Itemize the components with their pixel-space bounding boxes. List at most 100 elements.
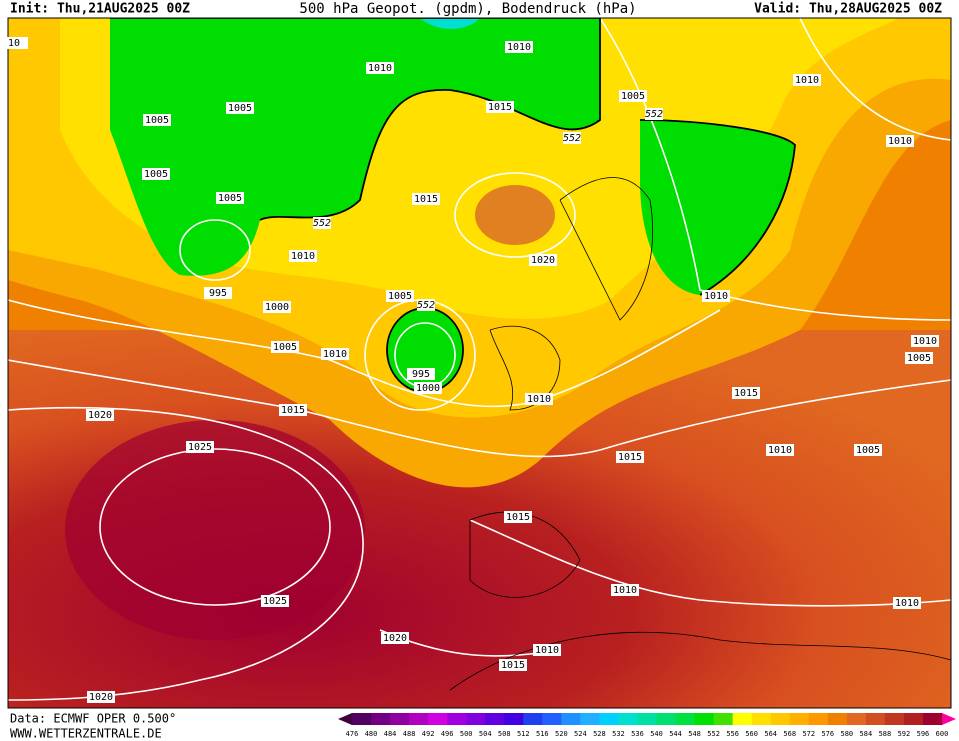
scale-label: 536 bbox=[631, 730, 644, 738]
scale-label: 524 bbox=[574, 730, 587, 738]
isobar-label-bg bbox=[386, 290, 414, 302]
init-time: Init: Thu,21AUG2025 00Z bbox=[10, 2, 190, 17]
isobar-label-bg bbox=[407, 368, 435, 380]
scale-box bbox=[770, 713, 791, 725]
scale-label: 552 bbox=[707, 730, 720, 738]
scale-label: 556 bbox=[726, 730, 739, 738]
geopotential-label: 552 bbox=[645, 109, 663, 120]
scale-label: 496 bbox=[441, 730, 454, 738]
isobar-label-bg bbox=[529, 254, 557, 266]
isobar-label-bg bbox=[911, 335, 939, 347]
isobar-label-bg bbox=[381, 632, 409, 644]
isobar-label-bg bbox=[702, 290, 730, 302]
scale-box bbox=[808, 713, 829, 725]
isobar-label: 1005 bbox=[228, 103, 252, 114]
color-scale: 476 480 484 488 492 496 500 504 508 512 516 520 524 5… bbox=[338, 713, 956, 738]
scale-box bbox=[447, 713, 467, 725]
geopotential-label-bg bbox=[563, 132, 581, 144]
isobar-label: 1010 bbox=[768, 445, 792, 456]
isobar-label-bg bbox=[86, 409, 114, 421]
scale-box bbox=[903, 713, 924, 725]
scale-label: 528 bbox=[593, 730, 606, 738]
geopotential-label-bg bbox=[417, 299, 435, 311]
isobar-label: 1020 bbox=[383, 633, 407, 644]
isobar-label-bg bbox=[611, 584, 639, 596]
isobar-label: 1020 bbox=[531, 255, 555, 266]
isobar-label: 10 bbox=[8, 38, 20, 49]
scale-label: 516 bbox=[536, 730, 549, 738]
isobar-label-bg bbox=[186, 441, 214, 453]
scale-label: 492 bbox=[422, 730, 435, 738]
isobar-label-bg bbox=[263, 301, 291, 313]
isobar-label: 1015 bbox=[488, 102, 512, 113]
scale-arrow-right bbox=[942, 713, 956, 725]
scale-label: 480 bbox=[365, 730, 378, 738]
isobar-label-bg bbox=[505, 41, 533, 53]
isobar-label: 1005 bbox=[621, 91, 645, 102]
scale-label: 540 bbox=[650, 730, 663, 738]
isobar-label: 1005 bbox=[388, 291, 412, 302]
isobar-label: 1025 bbox=[188, 442, 212, 453]
isobar-label: 1010 bbox=[527, 394, 551, 405]
isobar-label-bg bbox=[279, 404, 307, 416]
scale-label: 568 bbox=[783, 730, 796, 738]
isobar-label-bg bbox=[226, 102, 254, 114]
scale-label: 584 bbox=[860, 730, 873, 738]
isobar-label: 1000 bbox=[265, 302, 289, 313]
isobar-label: 1020 bbox=[89, 692, 113, 703]
isobar-label: 1005 bbox=[218, 193, 242, 204]
isobar-label: 1015 bbox=[618, 452, 642, 463]
scale-label: 576 bbox=[821, 730, 834, 738]
scale-box bbox=[656, 713, 677, 725]
isobar-label-bg bbox=[766, 444, 794, 456]
scale-box bbox=[732, 713, 753, 725]
isobar-label-bg bbox=[486, 101, 514, 113]
isobar-label: 1015 bbox=[506, 512, 530, 523]
isobar-label-bg bbox=[893, 597, 921, 609]
isobar-label: 1005 bbox=[907, 353, 931, 364]
data-source: Data: ECMWF OPER 0.500° bbox=[10, 712, 176, 726]
scale-box bbox=[580, 713, 600, 725]
isobar-label-bg bbox=[216, 192, 244, 204]
scale-box bbox=[390, 713, 410, 725]
isobar-label: 1015 bbox=[501, 660, 525, 671]
isobar-label: 1025 bbox=[263, 596, 287, 607]
scale-label: 564 bbox=[764, 730, 777, 738]
scale-box bbox=[922, 713, 943, 725]
isobar-label-bg bbox=[854, 444, 882, 456]
scale-box bbox=[428, 713, 448, 725]
isobar-label: 1000 bbox=[416, 383, 440, 394]
isobar-label: 1015 bbox=[414, 194, 438, 205]
isobar-label-bg bbox=[142, 168, 170, 180]
isobar-label: 1010 bbox=[913, 336, 937, 347]
isobar-label: 1010 bbox=[291, 251, 315, 262]
isobar-label: 1010 bbox=[507, 42, 531, 53]
scale-label: 580 bbox=[841, 730, 854, 738]
isobar-label-bg bbox=[793, 74, 821, 86]
isobar-label-bg bbox=[271, 341, 299, 353]
isobar-label-bg bbox=[321, 348, 349, 360]
scale-label: 508 bbox=[498, 730, 511, 738]
scale-label: 484 bbox=[384, 730, 397, 738]
isobars bbox=[8, 18, 951, 701]
scale-box bbox=[884, 713, 905, 725]
isobar-label: 1005 bbox=[145, 115, 169, 126]
scale-box bbox=[846, 713, 867, 725]
scale-box bbox=[713, 713, 734, 725]
isobar-label-bg bbox=[619, 90, 647, 102]
scale-arrow-left bbox=[338, 713, 352, 725]
scale-label: 476 bbox=[346, 730, 359, 738]
isobar-label-bg bbox=[525, 393, 553, 405]
isobar-label: 995 bbox=[209, 288, 227, 299]
valid-time: Valid: Thu,28AUG2025 00Z bbox=[754, 2, 942, 17]
isobar-label: 1015 bbox=[281, 405, 305, 416]
isobar-label: 1015 bbox=[734, 388, 758, 399]
scale-label: 572 bbox=[802, 730, 815, 738]
scale-box bbox=[865, 713, 886, 725]
isobar-label: 1010 bbox=[535, 645, 559, 656]
geopotential-label-bg bbox=[645, 108, 663, 120]
isobar-label-bg bbox=[616, 451, 644, 463]
scale-label: 500 bbox=[460, 730, 473, 738]
isobar-label: 1005 bbox=[273, 342, 297, 353]
